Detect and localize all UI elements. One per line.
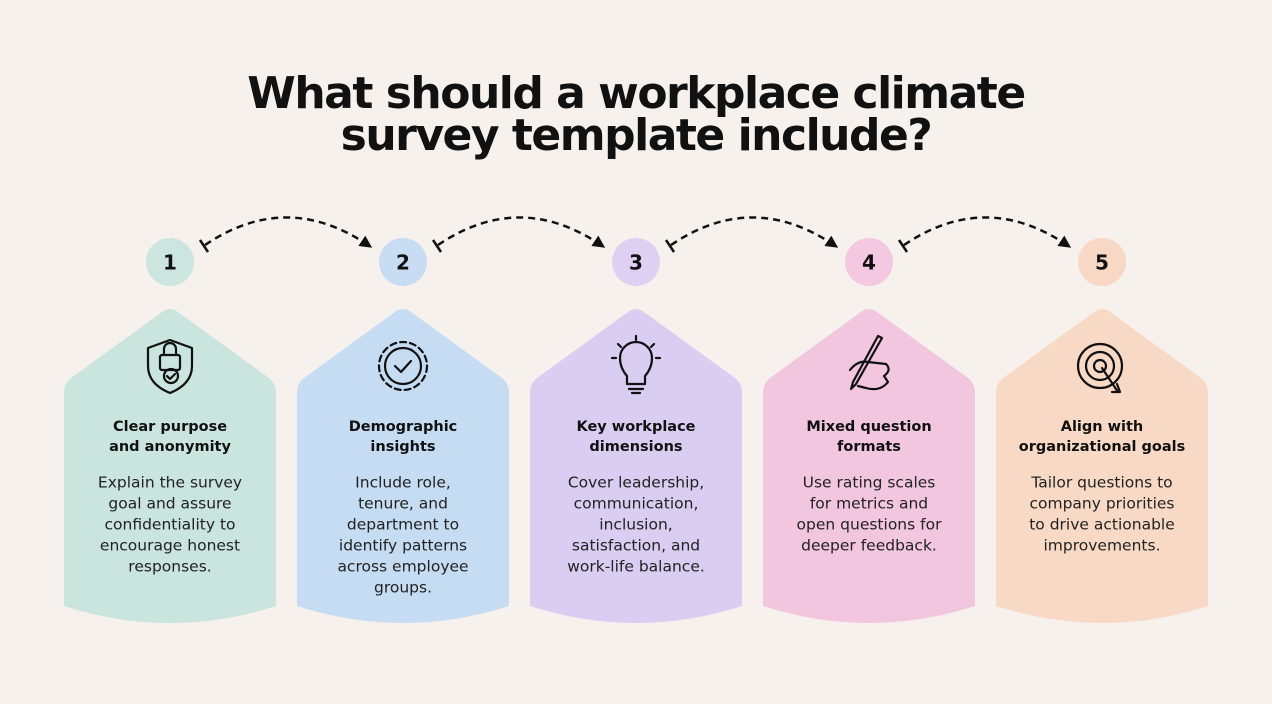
step-description: for metrics and (810, 495, 928, 513)
step-description: company priorities (1029, 495, 1174, 513)
step-description: open questions for (797, 516, 943, 534)
step-title: and anonymity (109, 439, 231, 455)
step-badge (1078, 238, 1126, 286)
hand-pen-icon (848, 334, 890, 391)
step-card (530, 309, 742, 623)
step-number: 2 (396, 251, 410, 275)
step-description: deeper feedback. (801, 537, 937, 555)
step-description: Cover leadership, (568, 474, 704, 492)
page-title: survey template include? (341, 110, 932, 161)
arrow-tail (664, 239, 676, 253)
target-icon (1076, 342, 1124, 394)
step-description: Include role, (355, 474, 451, 492)
step-badge (146, 238, 194, 286)
step-badge (379, 238, 427, 286)
step-description: satisfaction, and (572, 537, 700, 555)
step-description: goal and assure (108, 495, 231, 513)
step-description: encourage honest (100, 537, 240, 555)
step-description: to drive actionable (1029, 516, 1175, 534)
step-title: Clear purpose (113, 419, 227, 435)
step-card (996, 309, 1208, 623)
gear-check-icon (377, 340, 429, 392)
step-card (763, 309, 975, 623)
icons (146, 334, 1124, 395)
step-number: 4 (862, 251, 876, 275)
step-number: 3 (629, 251, 643, 275)
step-description: Use rating scales (803, 474, 936, 492)
step-title: dimensions (589, 439, 682, 455)
step-description: across employee (337, 558, 468, 576)
step-description: Tailor questions to (1030, 474, 1172, 492)
step-title: Align with (1061, 419, 1144, 435)
step-description: Explain the survey (98, 474, 242, 492)
arrow-tail (897, 239, 909, 253)
step-description: work-life balance. (567, 558, 705, 576)
step-description: department to (347, 516, 459, 534)
step-description: groups. (374, 579, 432, 597)
step-title: Key workplace (576, 419, 695, 435)
step-description: responses. (128, 558, 211, 576)
step-title: formats (837, 439, 901, 455)
page-title: What should a workplace climate (247, 68, 1024, 119)
step-description: confidentiality to (104, 516, 235, 534)
shield-lock-icon (146, 338, 194, 395)
step-title: insights (370, 439, 435, 455)
step-number: 1 (163, 251, 177, 275)
arrow-tail (198, 239, 210, 253)
step-description: improvements. (1043, 537, 1160, 555)
step-title: organizational goals (1019, 439, 1186, 455)
step-description: identify patterns (339, 537, 467, 555)
step-description: inclusion, (599, 516, 672, 534)
step-badge (845, 238, 893, 286)
dashed-arrow (903, 216, 1072, 248)
step-badge (612, 238, 660, 286)
step-card (297, 309, 509, 623)
step-card (64, 309, 276, 623)
step-title: Demographic (349, 419, 458, 435)
step-description: communication, (574, 495, 699, 513)
step-number: 5 (1095, 251, 1109, 275)
lightbulb-icon (610, 334, 662, 395)
dashed-arrow (437, 216, 606, 248)
arrow-tail (431, 239, 443, 253)
dashed-arrow (670, 216, 839, 248)
dashed-arrow (204, 216, 373, 248)
step-title: Mixed question (806, 419, 931, 435)
step-description: tenure, and (358, 495, 448, 513)
